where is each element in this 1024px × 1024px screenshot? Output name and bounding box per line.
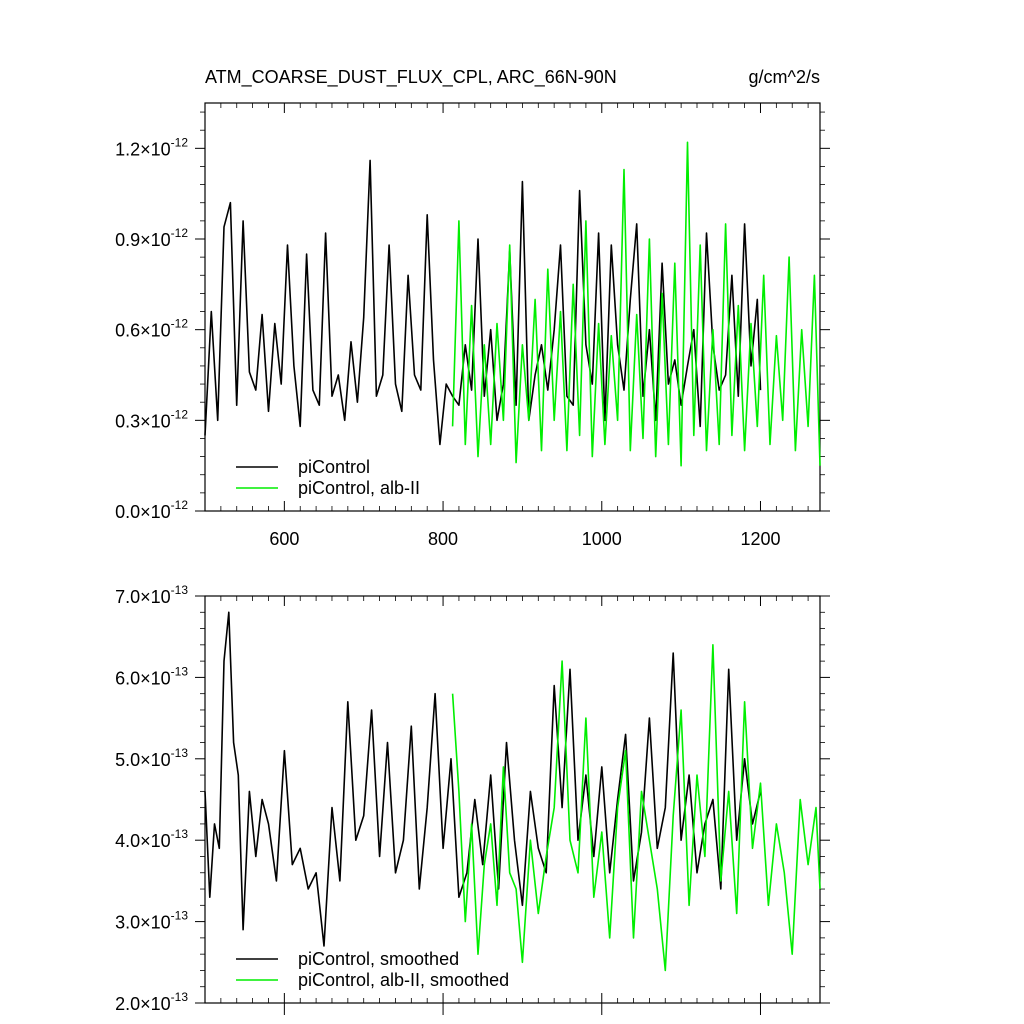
x-tick-label: 1200 [740, 529, 780, 549]
top-panel-series [204, 141, 821, 467]
bottom-panel-series [204, 611, 821, 972]
y-tick-label: 0.0×10-12 [115, 498, 188, 522]
y-tick-label: 0.9×10-12 [115, 226, 188, 250]
y-tick-label: 0.3×10-12 [115, 407, 188, 431]
legend-label-1: piControl, smoothed [298, 949, 459, 969]
top-panel-ticks: 600 800 1000 1200 0.0×10-12 0.3×10-12 0.6×10-1… [115, 103, 830, 549]
series-line-1 [204, 159, 762, 446]
series-line-2 [451, 141, 821, 467]
x-tick-label: 600 [269, 529, 299, 549]
y-tick-label: 5.0×10-13 [115, 746, 188, 770]
bottom-panel: 2.0×10-13 3.0×10-13 4.0×10-13 5.0×10-13 6.0×… [115, 583, 830, 1015]
top-panel-units: g/cm^2/s [749, 67, 820, 87]
legend-label-2: piControl, alb-II [298, 478, 420, 498]
y-tick-label: 2.0×10-13 [115, 990, 188, 1014]
legend-label-1: piControl [298, 457, 370, 477]
x-tick-label: 800 [428, 529, 458, 549]
series-line-2 [451, 643, 821, 972]
bottom-panel-ticks: 2.0×10-13 3.0×10-13 4.0×10-13 5.0×10-13 6.0×… [115, 583, 830, 1015]
x-tick-label: 1000 [582, 529, 622, 549]
y-tick-label: 3.0×10-13 [115, 909, 188, 933]
top-panel: ATM_COARSE_DUST_FLUX_CPL, ARC_66N-90N g/… [115, 67, 830, 549]
y-tick-label: 4.0×10-13 [115, 827, 188, 851]
y-tick-label: 1.2×10-12 [115, 135, 188, 159]
series-line-1 [204, 611, 762, 947]
top-panel-title: ATM_COARSE_DUST_FLUX_CPL, ARC_66N-90N [205, 67, 617, 88]
y-tick-label: 6.0×10-13 [115, 664, 188, 688]
y-tick-label: 7.0×10-13 [115, 583, 188, 607]
legend-label-2: piControl, alb-II, smoothed [298, 970, 509, 990]
y-tick-label: 0.6×10-12 [115, 317, 188, 341]
top-plot-frame [204, 102, 821, 512]
